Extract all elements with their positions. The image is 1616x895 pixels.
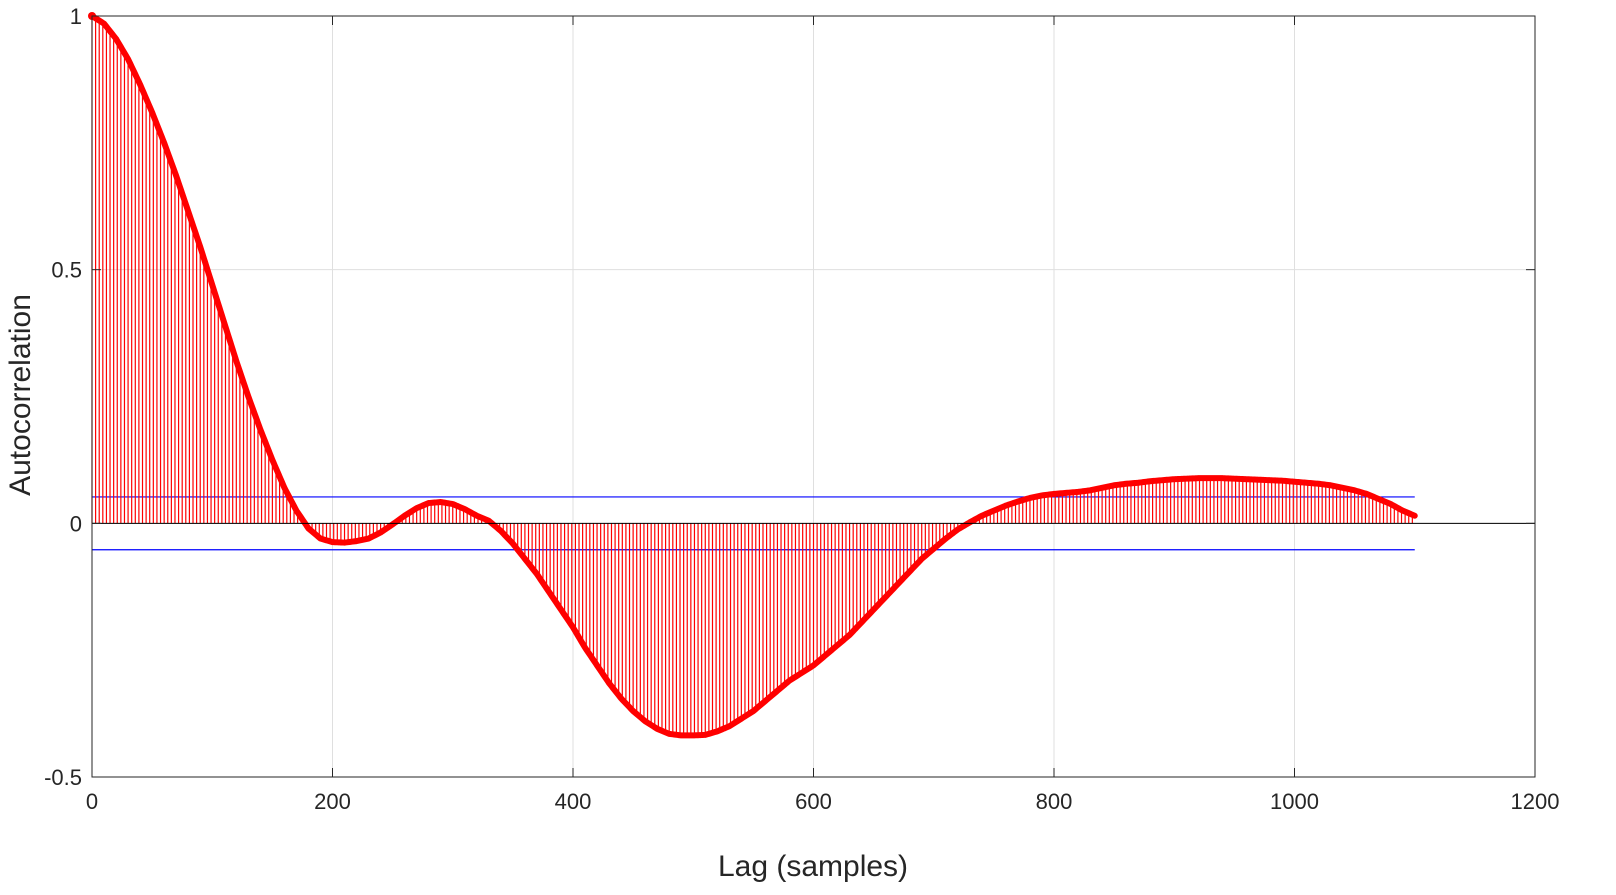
- stem-marker-envelope: [89, 13, 1418, 739]
- y-tick-label: 1: [70, 4, 82, 29]
- x-axis-label: Lag (samples): [718, 850, 908, 883]
- x-tick-label: 400: [555, 789, 592, 814]
- x-tick-label: 200: [314, 789, 351, 814]
- y-axis-label: Autocorrelation: [4, 294, 37, 496]
- y-tick-label: 0.5: [51, 258, 82, 283]
- x-tick-label: 800: [1036, 789, 1073, 814]
- confidence-bounds: [92, 496, 1415, 551]
- x-tick-label: 1200: [1511, 789, 1560, 814]
- y-tick-label: 0: [70, 511, 82, 536]
- stem-series: [88, 12, 1535, 739]
- x-tick-label: 1000: [1270, 789, 1319, 814]
- x-tick-label: 600: [795, 789, 832, 814]
- x-tick-label: 0: [86, 789, 98, 814]
- axes: 0 200 400 600 800 1000 1200-0.500.51: [44, 4, 1559, 814]
- y-tick-label: -0.5: [44, 765, 82, 790]
